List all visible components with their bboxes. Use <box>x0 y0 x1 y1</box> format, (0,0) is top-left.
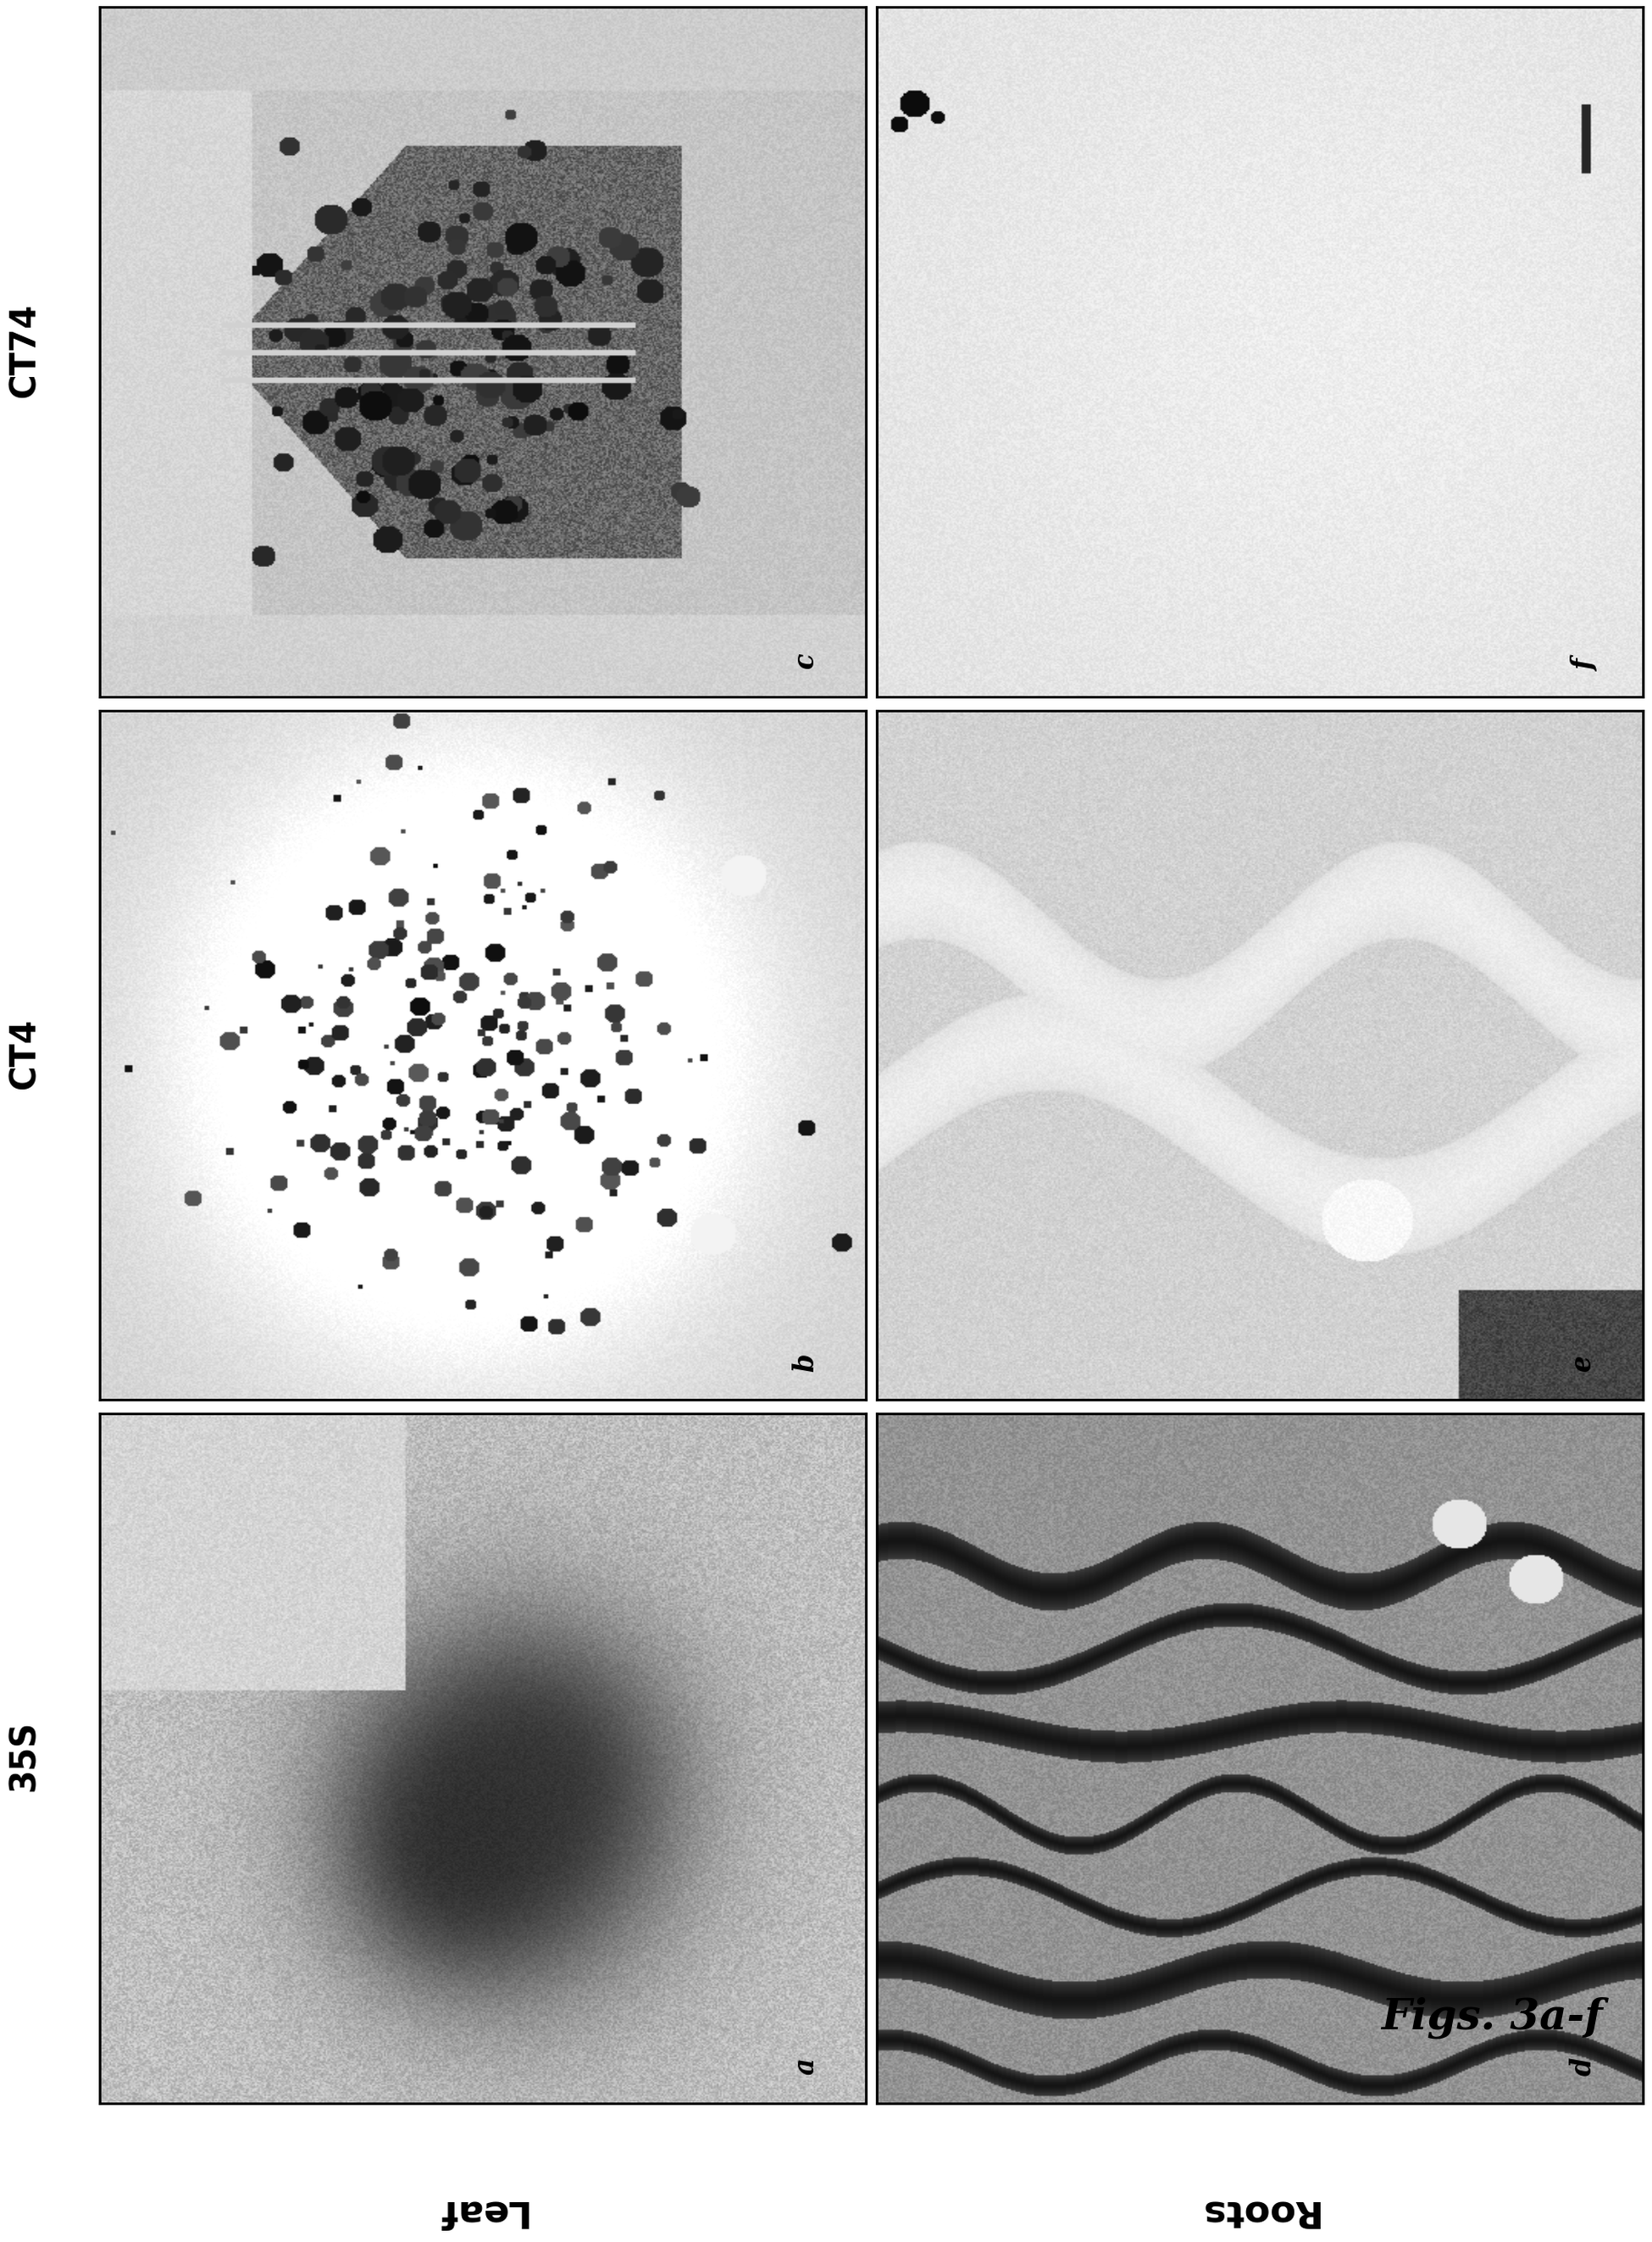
Text: Figs. 3a-f: Figs. 3a-f <box>1381 1998 1602 2038</box>
